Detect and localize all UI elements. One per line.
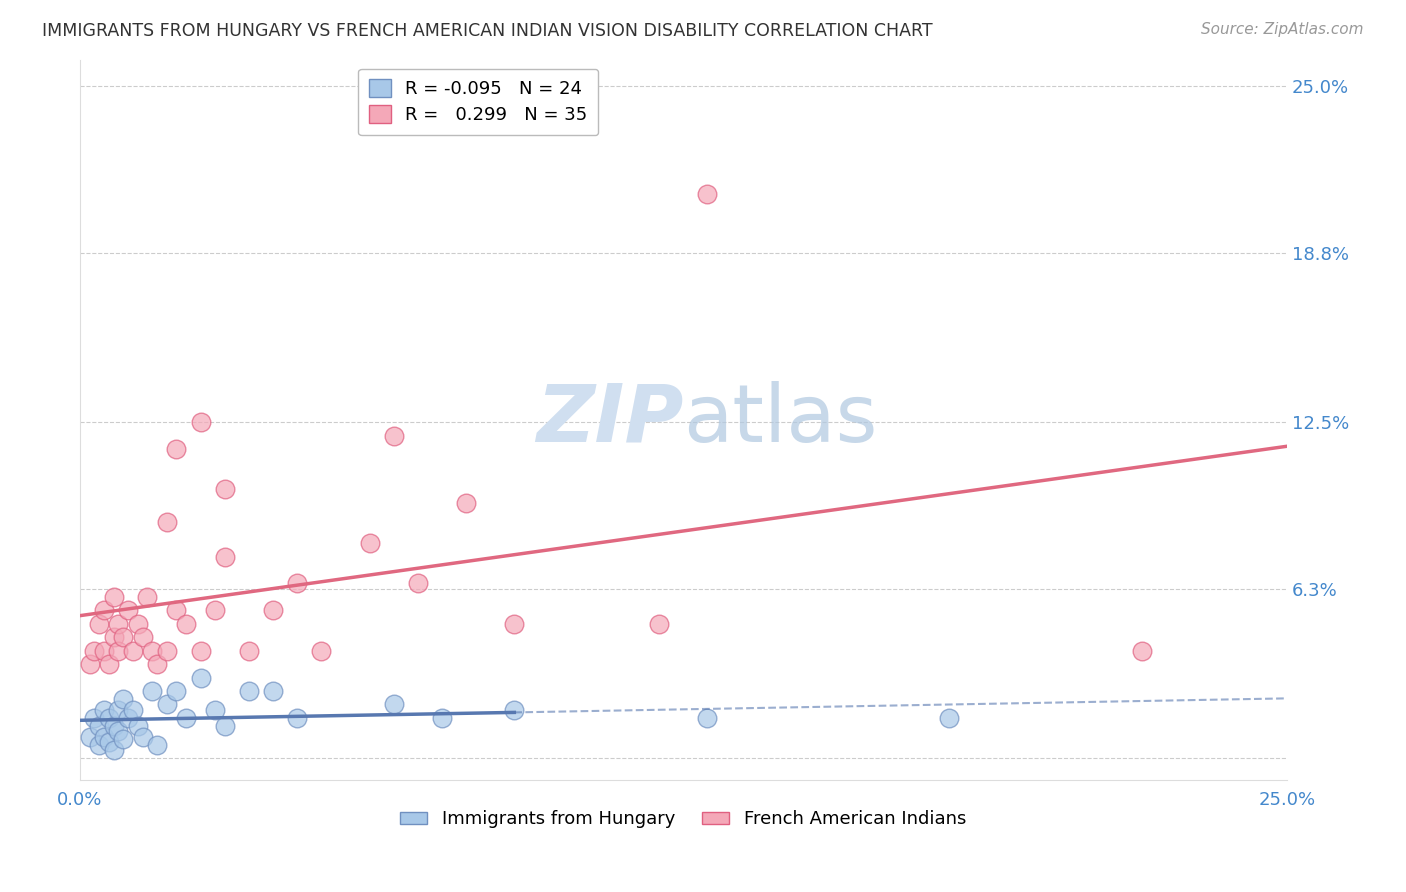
Point: [127, 719, 149, 733]
Point: [112, 692, 135, 706]
Point: [93, 643, 115, 657]
Point: [430, 711, 453, 725]
Point: [89, 616, 111, 631]
Point: [204, 703, 226, 717]
Point: [127, 616, 149, 631]
Legend: Immigrants from Hungary, French American Indians: Immigrants from Hungary, French American…: [394, 803, 973, 836]
Point: [938, 711, 960, 725]
Point: [648, 616, 671, 631]
Point: [112, 630, 135, 644]
Point: [107, 643, 129, 657]
Point: [146, 657, 169, 671]
Point: [117, 711, 139, 725]
Point: [146, 738, 169, 752]
Point: [97, 657, 120, 671]
Point: [141, 643, 163, 657]
Point: [454, 496, 477, 510]
Point: [103, 590, 125, 604]
Point: [204, 603, 226, 617]
Point: [165, 603, 187, 617]
Point: [285, 576, 308, 591]
Point: [136, 590, 159, 604]
Point: [83, 711, 105, 725]
Point: [309, 643, 332, 657]
Point: [174, 616, 197, 631]
Point: [107, 703, 129, 717]
Point: [131, 730, 153, 744]
Point: [141, 684, 163, 698]
Text: IMMIGRANTS FROM HUNGARY VS FRENCH AMERICAN INDIAN VISION DISABILITY CORRELATION : IMMIGRANTS FROM HUNGARY VS FRENCH AMERIC…: [42, 22, 932, 40]
Point: [83, 643, 105, 657]
Point: [89, 738, 111, 752]
Text: Source: ZipAtlas.com: Source: ZipAtlas.com: [1201, 22, 1364, 37]
Point: [406, 576, 429, 591]
Point: [262, 603, 284, 617]
Point: [131, 630, 153, 644]
Point: [79, 657, 101, 671]
Point: [1130, 643, 1153, 657]
Point: [190, 643, 212, 657]
Point: [190, 415, 212, 429]
Point: [79, 730, 101, 744]
Point: [165, 684, 187, 698]
Point: [214, 549, 236, 564]
Point: [103, 743, 125, 757]
Point: [156, 515, 179, 529]
Point: [93, 703, 115, 717]
Point: [359, 536, 381, 550]
Point: [382, 428, 405, 442]
Point: [156, 643, 179, 657]
Point: [165, 442, 187, 457]
Point: [156, 698, 179, 712]
Point: [117, 603, 139, 617]
Point: [107, 616, 129, 631]
Point: [103, 719, 125, 733]
Point: [93, 603, 115, 617]
Text: ZIP: ZIP: [536, 381, 683, 458]
Point: [93, 730, 115, 744]
Point: [190, 671, 212, 685]
Point: [285, 711, 308, 725]
Point: [89, 719, 111, 733]
Point: [503, 616, 526, 631]
Point: [262, 684, 284, 698]
Point: [122, 703, 145, 717]
Point: [97, 735, 120, 749]
Point: [214, 719, 236, 733]
Point: [238, 684, 260, 698]
Point: [103, 630, 125, 644]
Point: [214, 483, 236, 497]
Point: [503, 703, 526, 717]
Point: [238, 643, 260, 657]
Point: [112, 732, 135, 747]
Text: atlas: atlas: [683, 381, 877, 458]
Point: [696, 711, 718, 725]
Point: [696, 186, 718, 201]
Point: [122, 643, 145, 657]
Point: [174, 711, 197, 725]
Point: [382, 698, 405, 712]
Point: [97, 711, 120, 725]
Point: [107, 724, 129, 739]
